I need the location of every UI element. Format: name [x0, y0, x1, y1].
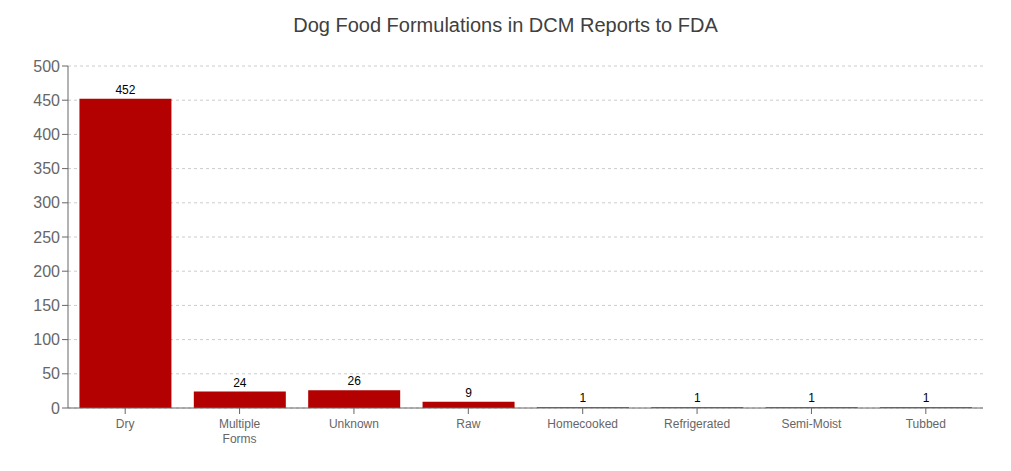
svg-text:MultipleForms: MultipleForms	[219, 417, 261, 446]
svg-text:50: 50	[42, 365, 60, 382]
svg-text:1: 1	[923, 391, 930, 405]
svg-text:Homecooked: Homecooked	[547, 417, 618, 431]
svg-text:Refrigerated: Refrigerated	[664, 417, 730, 431]
svg-text:500: 500	[33, 58, 60, 75]
svg-text:1: 1	[808, 391, 815, 405]
svg-text:450: 450	[33, 92, 60, 109]
svg-text:1: 1	[694, 391, 701, 405]
svg-text:250: 250	[33, 229, 60, 246]
svg-text:Unknown: Unknown	[329, 417, 379, 431]
svg-text:400: 400	[33, 126, 60, 143]
svg-text:1: 1	[580, 391, 587, 405]
svg-text:9: 9	[465, 386, 472, 400]
html-text:Dog Food Formulations in DCM R: Dog Food Formulations in DCM Reports to …	[293, 14, 718, 36]
svg-text:Semi-Moist: Semi-Moist	[781, 417, 842, 431]
svg-text:452: 452	[115, 83, 135, 97]
svg-text:0: 0	[51, 400, 60, 417]
svg-text:200: 200	[33, 263, 60, 280]
svg-text:350: 350	[33, 160, 60, 177]
svg-text:Dry: Dry	[116, 417, 135, 431]
svg-text:Tubbed: Tubbed	[906, 417, 946, 431]
svg-text:100: 100	[33, 331, 60, 348]
svg-text:26: 26	[348, 374, 362, 388]
svg-text:Raw: Raw	[456, 417, 480, 431]
svg-text:300: 300	[33, 194, 60, 211]
svg-text:150: 150	[33, 297, 60, 314]
svg-text:24: 24	[233, 376, 247, 390]
